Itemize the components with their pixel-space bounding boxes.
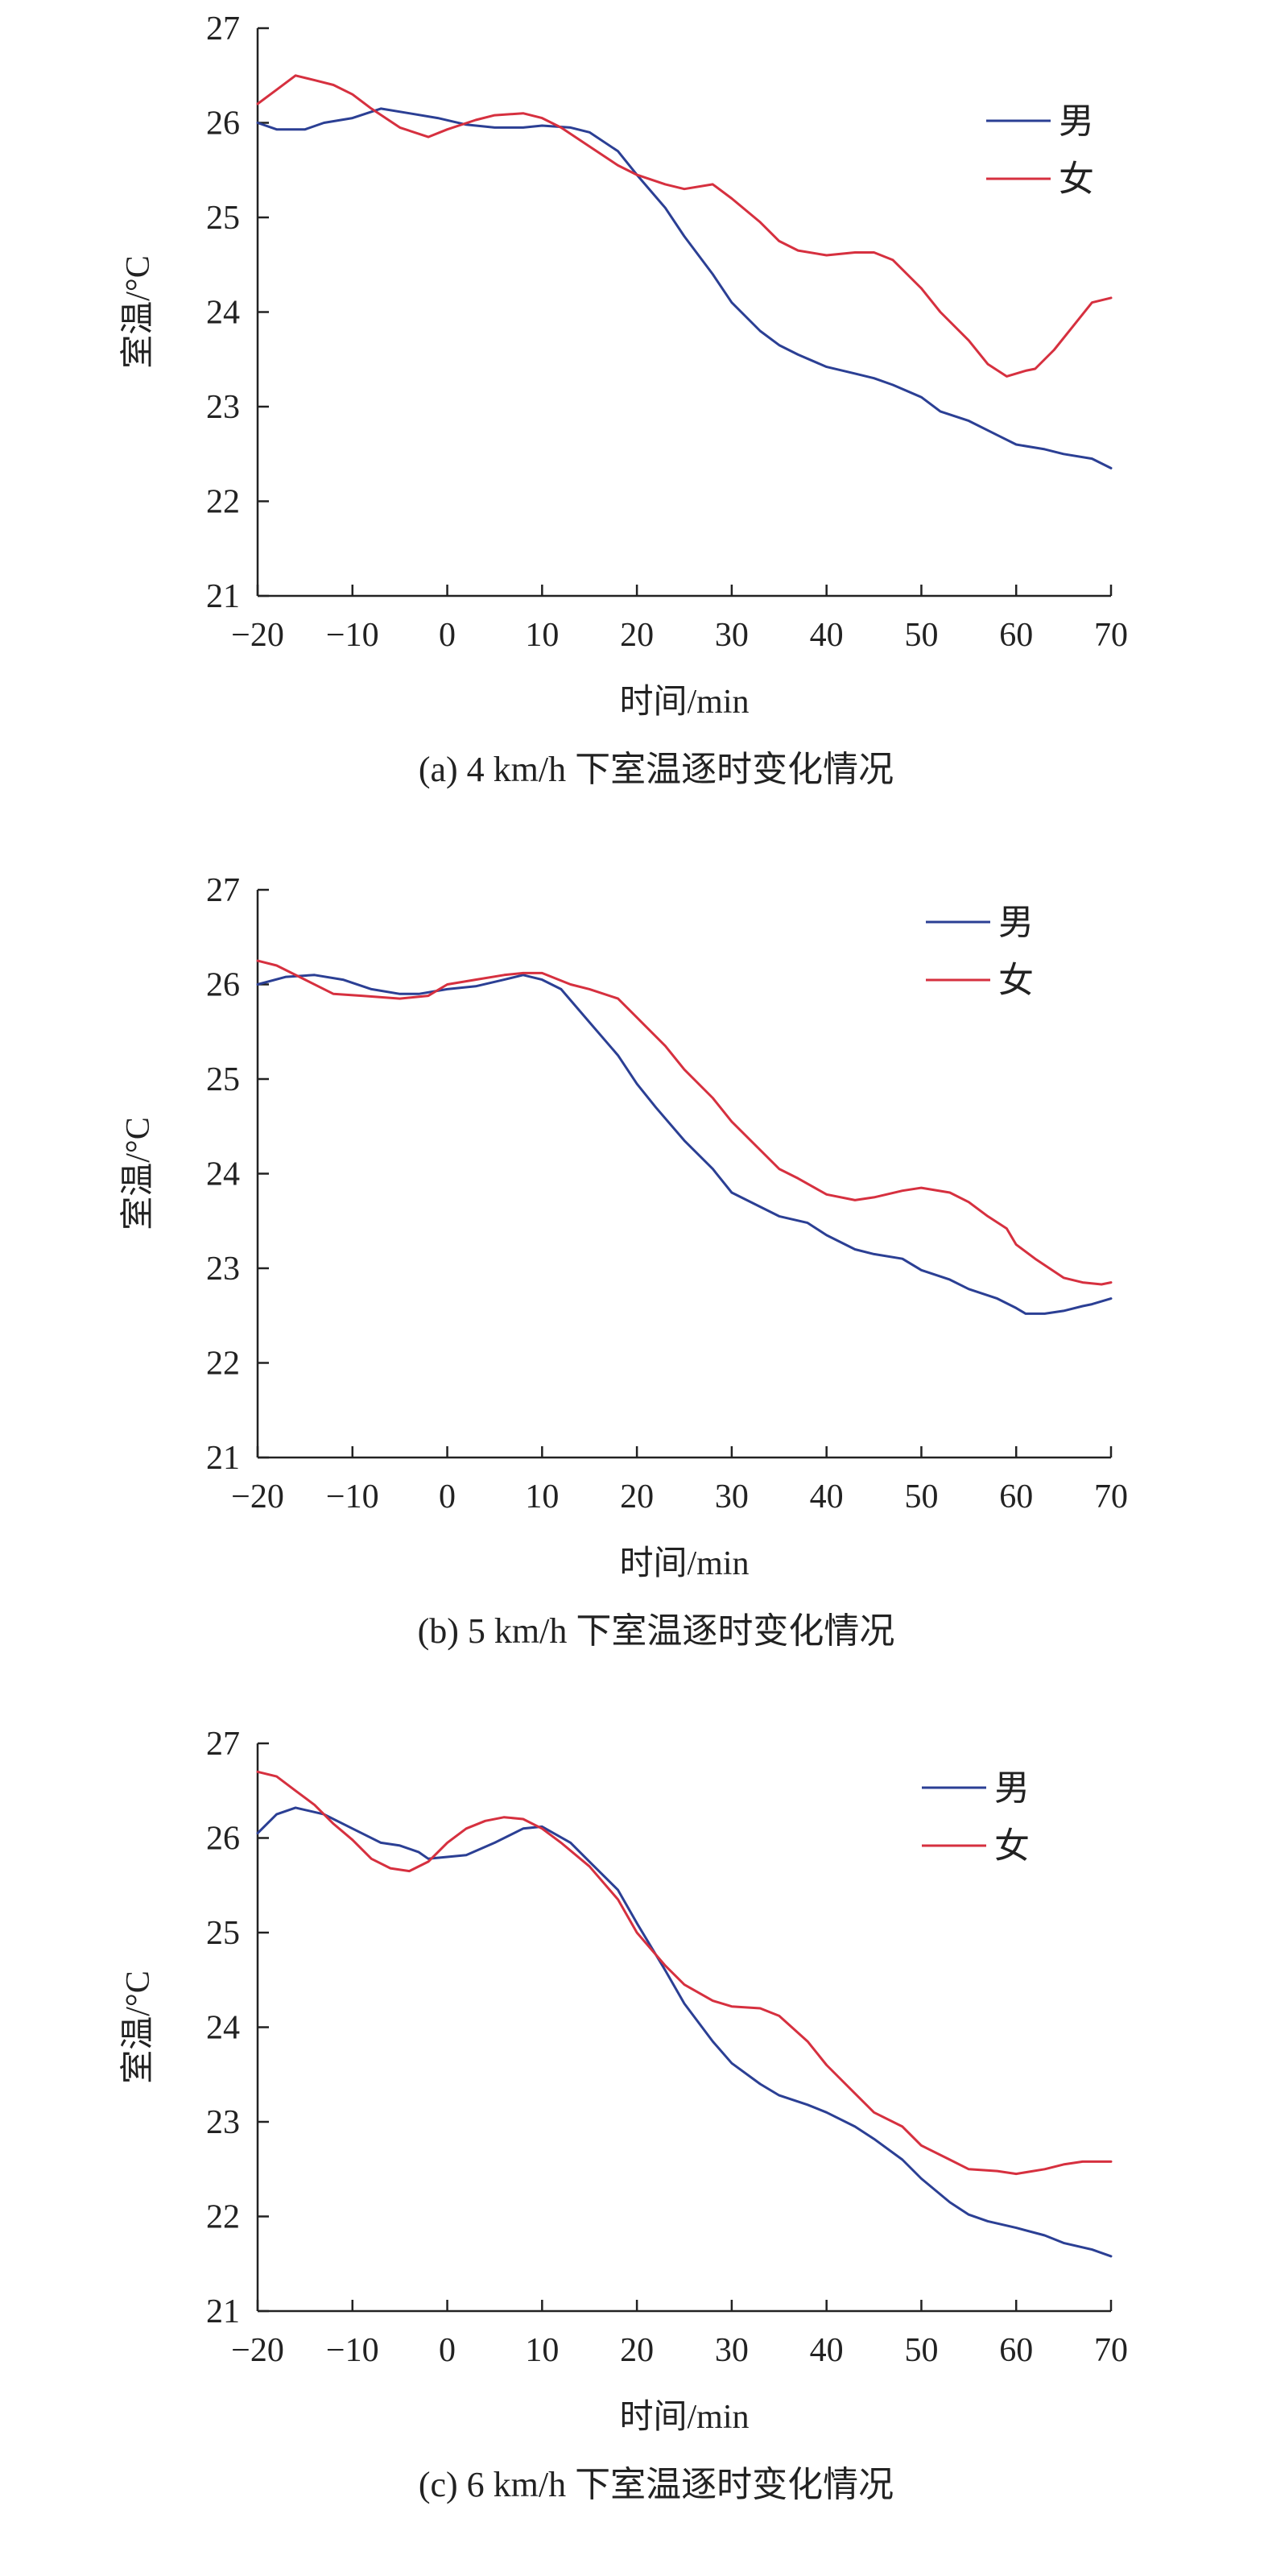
x-tick-label: 60 — [999, 1478, 1033, 1515]
y-tick-label: 22 — [206, 484, 240, 521]
legend: 男女 — [922, 1768, 1030, 1866]
chart-panel-1: 21 22 23 24 25 26 27 −20 −10 0 10 20 30 40 50 60 70 室温/°C… — [119, 10, 1128, 789]
y-tick-label: 22 — [206, 1346, 240, 1383]
y-tick-label: 23 — [206, 389, 240, 426]
y-tick-label: 21 — [206, 2293, 240, 2330]
x-tick-label: 70 — [1094, 617, 1128, 654]
x-tick-label: 0 — [439, 1478, 456, 1515]
x-tick-label: 40 — [810, 2332, 844, 2369]
x-tick-label: 20 — [620, 2332, 654, 2369]
y-tick-label: 24 — [206, 2010, 240, 2047]
x-tick-label: 0 — [439, 2332, 456, 2369]
y-tick-label: 22 — [206, 2199, 240, 2236]
x-tick-label: −20 — [231, 1478, 284, 1515]
x-axis-label: 时间/min — [619, 2399, 749, 2436]
x-tick-label: 0 — [439, 617, 456, 654]
series-line-male — [256, 107, 1113, 469]
x-tick-label: 40 — [810, 1478, 844, 1515]
x-tick-label: 10 — [525, 617, 559, 654]
x-tick-label: 60 — [999, 2332, 1033, 2369]
y-tick-label: 26 — [206, 105, 240, 143]
y-tick-label: 24 — [206, 295, 240, 332]
x-tick-label: 20 — [620, 617, 654, 654]
y-tick-label: 21 — [206, 1440, 240, 1477]
x-tick-label: 30 — [715, 1478, 749, 1515]
y-axis-label: 室温/°C — [119, 255, 157, 368]
y-tick-label: 24 — [206, 1156, 240, 1193]
chart-caption: (b) 5 km/h 下室温逐时变化情况 — [418, 1611, 895, 1651]
y-axis-label: 室温/°C — [119, 1970, 157, 2083]
legend-label: 女 — [1059, 159, 1094, 199]
y-tick-label: 25 — [206, 1061, 240, 1098]
series-line-female — [256, 1770, 1113, 2176]
y-tick-label: 26 — [206, 967, 240, 1004]
y-tick-label: 27 — [206, 872, 240, 909]
chart-panel-2: 21 22 23 24 25 26 27 −20 −10 0 10 20 30 40 50 60 70 室温/°C… — [119, 872, 1128, 1651]
series-line-female — [256, 74, 1113, 378]
x-tick-label: 20 — [620, 1478, 654, 1515]
y-tick-label: 25 — [206, 1915, 240, 1952]
series-line-male — [256, 1806, 1113, 2258]
x-axis-label: 时间/min — [619, 684, 749, 721]
y-axis-label: 室温/°C — [119, 1117, 157, 1230]
y-tick-label: 25 — [206, 200, 240, 237]
x-tick-label: −10 — [326, 1478, 379, 1515]
x-tick-label: 30 — [715, 2332, 749, 2369]
series-line-female — [256, 959, 1113, 1286]
y-tick-label: 27 — [206, 1726, 240, 1763]
x-axis-label: 时间/min — [619, 1545, 749, 1582]
chart-panel-3: 21 22 23 24 25 26 27 −20 −10 0 10 20 30 40 50 60 70 室温/°C… — [119, 1726, 1128, 2504]
x-tick-label: −10 — [326, 617, 379, 654]
legend-label: 男 — [998, 903, 1034, 942]
x-tick-label: 50 — [904, 1478, 938, 1515]
legend: 男女 — [926, 903, 1034, 1000]
y-tick-label: 23 — [206, 1251, 240, 1288]
y-tick-label: 27 — [206, 10, 240, 48]
legend-label: 女 — [994, 1826, 1030, 1866]
y-tick-label: 26 — [206, 1821, 240, 1858]
x-tick-label: 30 — [715, 617, 749, 654]
x-tick-label: 60 — [999, 617, 1033, 654]
chart-caption: (c) 6 km/h 下室温逐时变化情况 — [419, 2465, 894, 2504]
x-tick-label: 40 — [810, 617, 844, 654]
x-tick-label: −20 — [231, 617, 284, 654]
legend-label: 女 — [998, 961, 1034, 1000]
chart-caption: (a) 4 km/h 下室温逐时变化情况 — [419, 750, 894, 789]
x-tick-label: 50 — [904, 617, 938, 654]
x-tick-label: 70 — [1094, 1478, 1128, 1515]
y-tick-label: 23 — [206, 2104, 240, 2141]
legend-label: 男 — [1059, 101, 1094, 141]
x-tick-label: −20 — [231, 2332, 284, 2369]
x-tick-label: 50 — [904, 2332, 938, 2369]
x-tick-label: 10 — [525, 1478, 559, 1515]
x-tick-label: 70 — [1094, 2332, 1128, 2369]
legend-label: 男 — [994, 1768, 1030, 1808]
legend: 男女 — [986, 101, 1094, 199]
x-tick-label: −10 — [326, 2332, 379, 2369]
y-tick-label: 21 — [206, 578, 240, 615]
x-tick-label: 10 — [525, 2332, 559, 2369]
series-line-male — [256, 974, 1113, 1315]
